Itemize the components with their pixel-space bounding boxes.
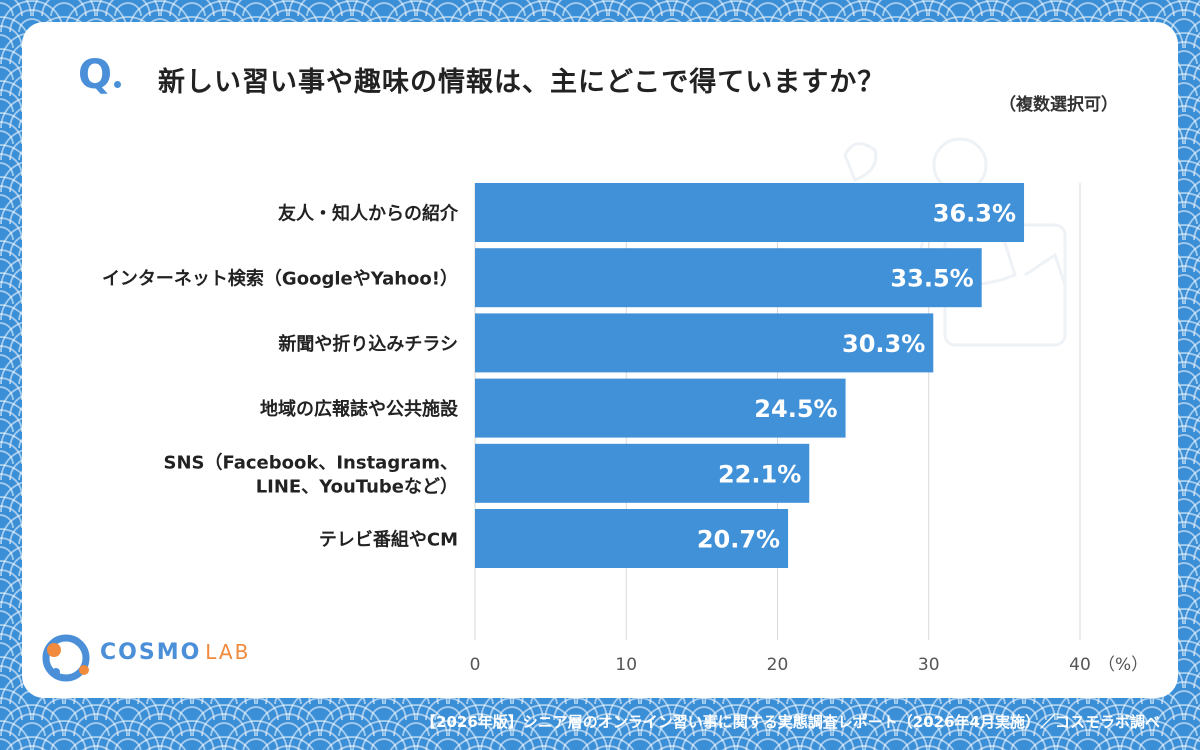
q-dot [114,81,122,88]
question-mark-label: Q [78,52,122,98]
x-tick-label: 30 [918,655,940,675]
logo-wordmark: COSMO LAB [100,640,250,665]
bar [475,248,982,308]
x-tick-label: 0 [470,655,481,675]
category-label: インターネット検索（GoogleやYahoo!） [102,268,458,290]
bar [475,378,846,438]
logo-text-lab: LAB [205,640,251,664]
bar [475,509,789,568]
footer-source: 【2026年版】シニア層のオンライン習い事に関する実態調査レポート（2026年4… [421,713,1160,731]
category-label: 地域の広報誌や公共施設 [260,398,459,420]
x-unit-label: （%） [1098,655,1148,675]
category-label: SNS（Facebook、Instagram、 [164,452,459,473]
x-tick-label: 10 [615,655,637,675]
q-letter: Q [78,52,113,98]
category-label: LINE、YouTubeなど） [256,476,458,497]
bar-value-label: 30.3% [842,330,925,358]
bar-value-label: 33.5% [890,265,973,293]
bar [475,443,810,503]
bar [475,313,934,373]
x-tick-label: 20 [767,655,789,675]
cosmo-lab-logo-icon [42,634,90,682]
bar-value-label: 36.3% [933,200,1016,228]
logo-text-cosmo: COSMO [100,640,202,665]
chart-title: 新しい習い事や趣味の情報は、主にどこで得ていますか？ [158,67,886,98]
bar-value-label: 20.7% [697,526,780,554]
x-tick-label: 40 [1069,655,1091,675]
bar-value-label: 24.5% [754,395,837,423]
bar-value-label: 22.1% [718,460,801,488]
category-label: 友人・知人からの紹介 [278,203,459,225]
category-label: テレビ番組やCM [319,529,458,551]
bar [475,183,1025,242]
chart-subtitle: （複数選択可） [999,95,1118,115]
category-label: 新聞や折り込みチラシ [278,333,458,355]
